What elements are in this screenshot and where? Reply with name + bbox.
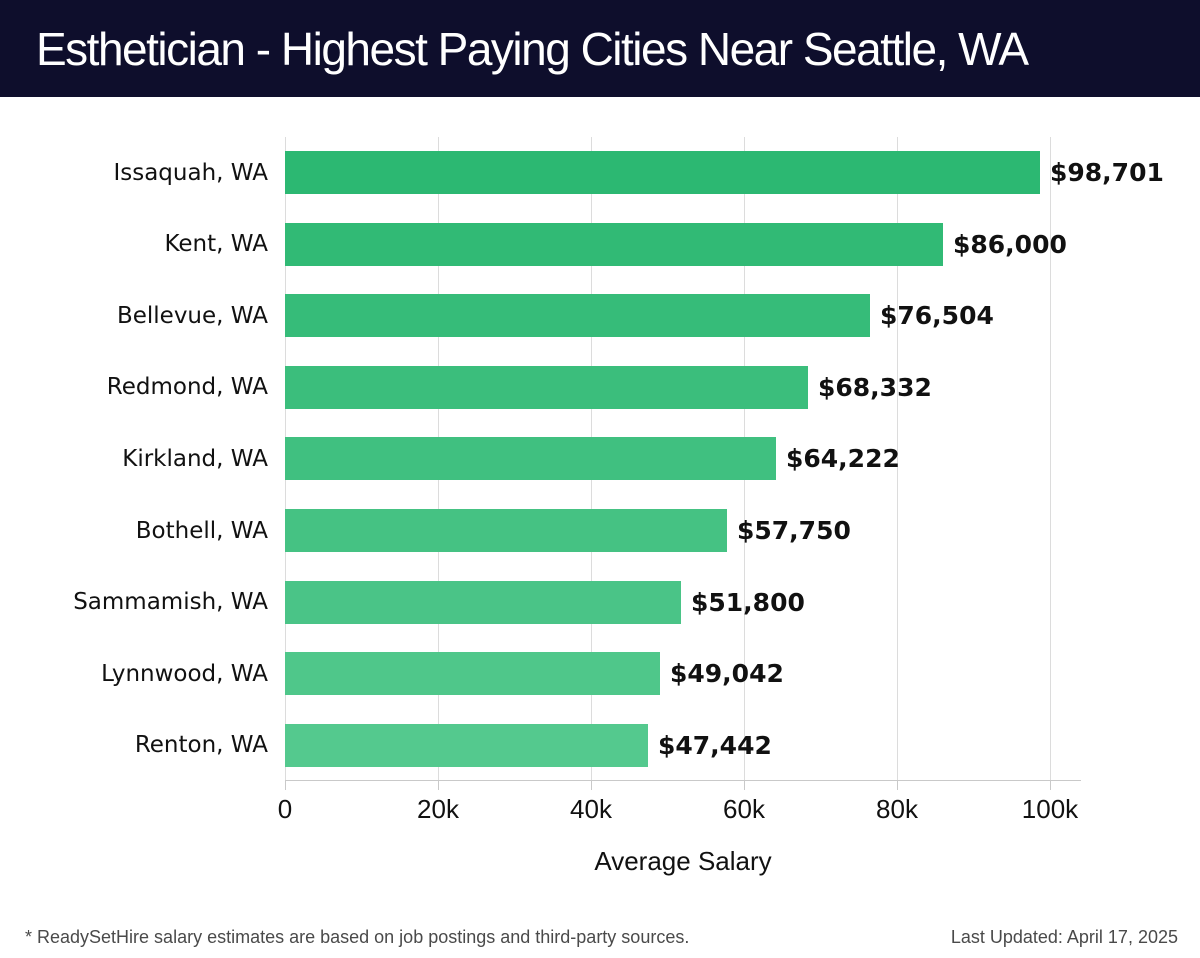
page-title: Esthetician - Highest Paying Cities Near… <box>36 22 1029 75</box>
tick-mark-40k <box>591 781 592 790</box>
bar-row-3: $76,504 <box>285 280 1081 352</box>
category-label-4: Redmond, WA <box>106 374 268 401</box>
bar-9 <box>285 723 648 767</box>
tick-label-20k: 20k <box>417 794 459 824</box>
tick-label-40k: 40k <box>570 794 612 824</box>
value-label-8: $49,042 <box>670 659 784 689</box>
tick-label-100k: 100k <box>1021 794 1079 824</box>
bar-row-9: $47,442 <box>285 709 1081 781</box>
value-label-9: $47,442 <box>658 730 772 760</box>
footer: * ReadySetHire salary estimates are base… <box>0 916 1200 958</box>
bar-row-7: $51,800 <box>285 566 1081 638</box>
bar-row-2: $86,000 <box>285 209 1081 281</box>
category-label-3: Bellevue, WA <box>116 302 268 329</box>
tick-mark-0 <box>285 781 286 790</box>
bar-5 <box>285 437 776 481</box>
bar-7 <box>285 580 681 624</box>
tick-mark-100k <box>1050 781 1051 790</box>
x-axis-tick-labels: 0 20k 40k 60k 80k 100k <box>278 794 1081 828</box>
tick-mark-80k <box>897 781 898 790</box>
category-label-8: Lynnwood, WA <box>101 660 268 687</box>
value-label-5: $64,222 <box>786 444 900 474</box>
tick-label-60k: 60k <box>723 794 765 824</box>
value-label-6: $57,750 <box>737 516 851 546</box>
category-label-9: Renton, WA <box>134 732 268 759</box>
bar-8 <box>285 652 660 696</box>
value-label-1: $98,701 <box>1050 158 1164 188</box>
bar-6 <box>285 509 727 553</box>
category-labels: Issaquah, WA Kent, WA Bellevue, WA Redmond,… <box>0 137 268 781</box>
bar-2 <box>285 222 943 266</box>
x-axis-title: Average Salary <box>594 846 772 876</box>
gridline-80k <box>897 137 898 781</box>
value-label-2: $86,000 <box>953 229 1067 259</box>
x-axis-ticks <box>285 781 1081 791</box>
header-banner: Esthetician - Highest Paying Cities Near… <box>0 0 1200 97</box>
bar-row-1: $98,701 <box>285 137 1164 209</box>
value-label-4: $68,332 <box>818 372 932 402</box>
category-label-1: Issaquah, WA <box>113 159 268 186</box>
category-label-7: Sammamish, WA <box>73 589 268 616</box>
source-note: * ReadySetHire salary estimates are base… <box>25 926 690 947</box>
tick-mark-20k <box>438 781 439 790</box>
bar-row-4: $68,332 <box>285 352 1081 424</box>
value-label-3: $76,504 <box>880 301 994 331</box>
category-label-6: Bothell, WA <box>135 517 268 544</box>
category-label-2: Kent, WA <box>164 231 268 258</box>
bar-row-5: $64,222 <box>285 423 1081 495</box>
value-label-7: $51,800 <box>691 587 805 617</box>
tick-label-80k: 80k <box>876 794 918 824</box>
bar-row-6: $57,750 <box>285 495 1081 567</box>
bar-row-8: $49,042 <box>285 638 1081 710</box>
bar-3 <box>285 294 870 338</box>
category-label-5: Kirkland, WA <box>122 445 268 472</box>
gridline-100k <box>1050 137 1051 781</box>
tick-mark-60k <box>744 781 745 790</box>
last-updated: Last Updated: April 17, 2025 <box>950 926 1178 947</box>
bar-4 <box>285 365 808 409</box>
bar-1 <box>285 151 1040 195</box>
x-axis-line <box>285 780 1081 781</box>
tick-label-0: 0 <box>277 794 293 824</box>
bar-chart-plot-area: $98,701 $86,000 $76,504 $68,332 $64,222 $57,7… <box>285 137 1164 781</box>
